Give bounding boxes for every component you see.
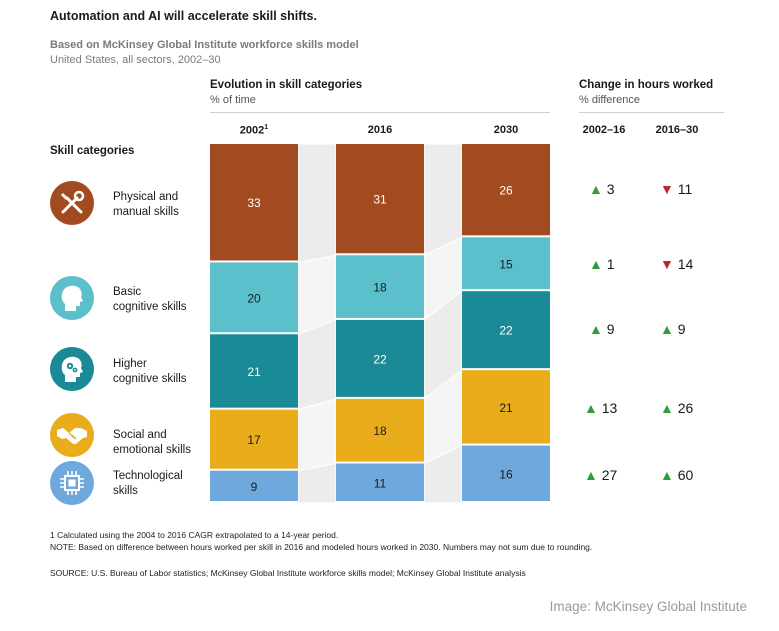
- change-social-2016-30: ▲ 26: [660, 400, 694, 416]
- head-icon: [50, 276, 94, 320]
- change-heading: Change in hours worked: [579, 79, 714, 91]
- chart-scope: United States, all sectors, 2002–30: [50, 54, 221, 66]
- evolution-heading: Evolution in skill categories: [210, 79, 363, 91]
- bar-value-label: 15: [499, 257, 513, 271]
- evolution-rule: [210, 112, 550, 113]
- bar-value-label: 22: [373, 352, 387, 366]
- change-tech-2016-30: ▲ 60: [660, 467, 694, 483]
- skill-categories-heading: Skill categories: [50, 145, 135, 157]
- tools-icon: [50, 181, 94, 225]
- head-gears-icon: [50, 347, 94, 391]
- year-label-2002: 20021: [239, 124, 269, 137]
- change-higher-2002-16: ▲ 9: [589, 321, 615, 337]
- bar-segments: [210, 144, 550, 501]
- change-col-2002-16: 2002–16: [582, 124, 626, 136]
- up-arrow-icon: ▲: [584, 400, 598, 416]
- bar-value-label: 21: [247, 365, 261, 379]
- change-rule: [579, 112, 724, 113]
- change-physical-2016-30: ▼ 11: [660, 181, 693, 197]
- category-label-basic-cognitive: Basic cognitive skills: [113, 286, 187, 313]
- image-credit: Image: McKinsey Global Institute: [549, 599, 747, 614]
- category-label-technological: Technological skills: [113, 470, 183, 497]
- bar-value-label: 33: [247, 196, 261, 210]
- up-arrow-icon: ▲: [589, 256, 603, 272]
- bar-segment: [336, 463, 424, 501]
- bar-segment: [336, 319, 424, 397]
- connector-band: [297, 319, 337, 411]
- change-physical-2002-16: ▲ 3: [589, 181, 615, 197]
- bar-value-label: 9: [251, 480, 258, 494]
- chip-icon: [50, 461, 94, 505]
- bar-value-labels: 33 20 21 17 9 31 18 22 18 11 26 15 22 21 16: [247, 184, 513, 494]
- bar-segment: [210, 470, 298, 501]
- year-label-2016: 2016: [367, 124, 393, 136]
- up-arrow-icon: ▲: [660, 467, 674, 483]
- up-arrow-icon: ▲: [589, 181, 603, 197]
- connector-band: [297, 398, 337, 472]
- bar-value-label: 11: [374, 476, 387, 490]
- category-label-social-emotional: Social and emotional skills: [113, 429, 191, 456]
- connector-band: [297, 143, 337, 264]
- change-social-2002-16: ▲ 13: [584, 400, 618, 416]
- bar-value-label: 17: [247, 433, 261, 447]
- up-arrow-icon: ▲: [589, 321, 603, 337]
- change-tech-2002-16: ▲ 27: [584, 467, 618, 483]
- bar-value-label: 22: [499, 324, 513, 338]
- bar-segment: [462, 445, 550, 501]
- connector-band: [297, 462, 337, 504]
- up-arrow-icon: ▲: [660, 400, 674, 416]
- category-label-physical: Physical and manual skills: [113, 191, 179, 218]
- bar-segment: [462, 291, 550, 369]
- bar-segment: [462, 237, 550, 290]
- change-basic-2002-16: ▲ 1: [589, 256, 615, 272]
- note: NOTE: Based on difference between hours …: [50, 542, 593, 552]
- bar-value-label: 20: [247, 291, 261, 305]
- evolution-unit: % of time: [210, 94, 256, 106]
- change-basic-2016-30: ▼ 14: [660, 256, 694, 272]
- bar-segment: [210, 262, 298, 333]
- bar-segment: [462, 370, 550, 444]
- bar-value-label: 26: [499, 184, 513, 198]
- change-higher-2016-30: ▲ 9: [660, 321, 686, 337]
- segment-connectors: [297, 143, 463, 504]
- bar-segment: [336, 144, 424, 254]
- year-label-2030: 2030: [493, 124, 519, 136]
- bar-segment: [336, 398, 424, 462]
- bar-value-label: 16: [499, 467, 513, 481]
- bar-segment: [210, 144, 298, 261]
- handshake-icon: [50, 413, 94, 457]
- bar-segment: [210, 409, 298, 469]
- chart-title: Automation and AI will accelerate skill …: [50, 9, 317, 23]
- up-arrow-icon: ▲: [660, 321, 674, 337]
- change-col-2016-30: 2016–30: [655, 124, 699, 136]
- up-arrow-icon: ▲: [584, 467, 598, 483]
- chart-subtitle: Based on McKinsey Global Institute workf…: [50, 39, 359, 51]
- footnote: 1 Calculated using the 2004 to 2016 CAGR…: [50, 530, 339, 540]
- source: SOURCE: U.S. Bureau of Labor statistics;…: [50, 568, 526, 578]
- bar-segment: [210, 334, 298, 408]
- bar-value-label: 18: [373, 424, 387, 438]
- down-arrow-icon: ▼: [660, 256, 674, 272]
- bar-segment: [336, 255, 424, 318]
- bar-value-label: 18: [373, 281, 387, 295]
- bar-value-label: 31: [373, 193, 387, 207]
- change-unit: % difference: [579, 94, 640, 106]
- category-label-higher-cognitive: Higher cognitive skills: [113, 358, 187, 385]
- down-arrow-icon: ▼: [660, 181, 674, 197]
- bar-segment: [462, 144, 550, 236]
- bar-value-label: 21: [499, 401, 513, 415]
- connector-band: [423, 143, 463, 257]
